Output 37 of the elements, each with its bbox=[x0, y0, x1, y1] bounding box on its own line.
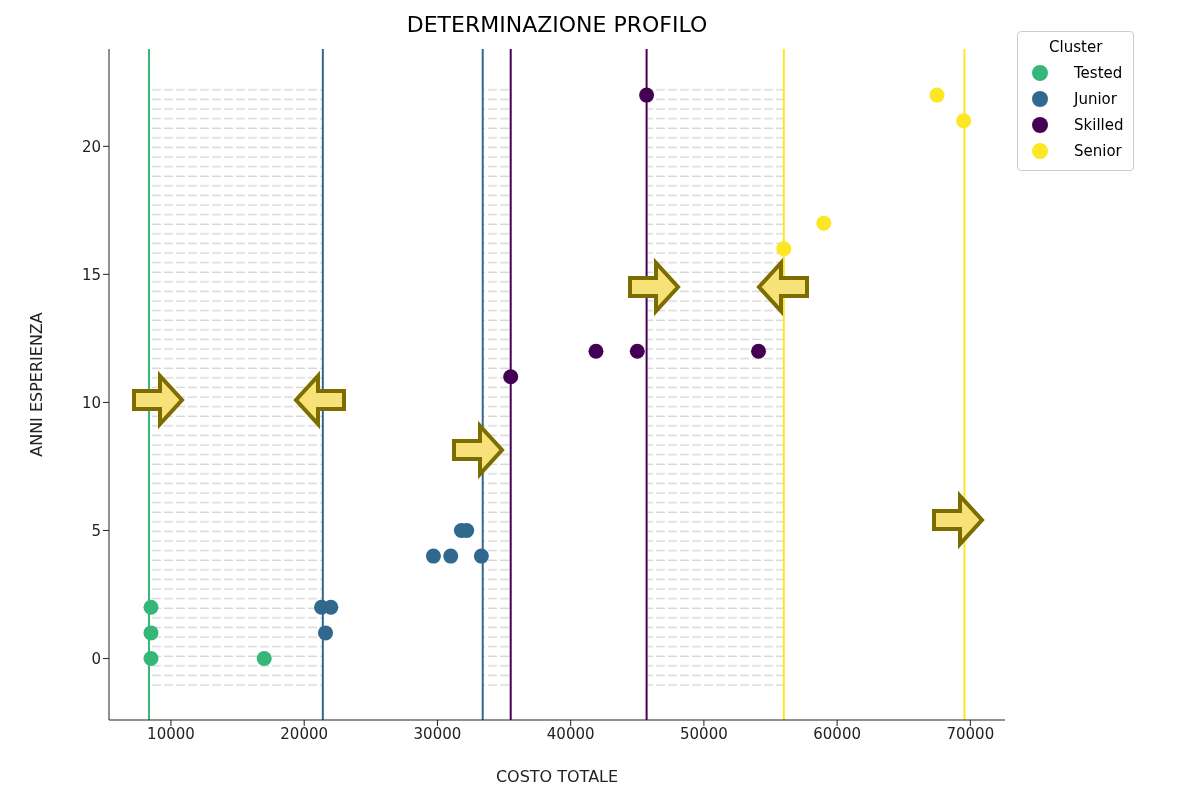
x-tick-label: 50000 bbox=[680, 724, 728, 743]
chart-title: DETERMINAZIONE PROFILO bbox=[405, 12, 709, 37]
point bbox=[425, 548, 441, 564]
x-tick-label: 40000 bbox=[546, 724, 595, 743]
legend-label: Senior bbox=[1074, 142, 1122, 160]
point bbox=[776, 241, 792, 257]
x-tick-label: 30000 bbox=[413, 724, 462, 743]
point bbox=[143, 599, 159, 615]
point bbox=[256, 651, 272, 667]
point bbox=[443, 548, 459, 564]
point bbox=[143, 651, 159, 667]
legend-label: Junior bbox=[1074, 90, 1117, 108]
point bbox=[588, 343, 604, 359]
legend-label: Skilled bbox=[1074, 116, 1124, 134]
y-tick-label: 10 bbox=[81, 393, 101, 412]
x-tick-label: 70000 bbox=[946, 724, 995, 743]
point bbox=[956, 113, 972, 129]
point bbox=[143, 625, 159, 641]
y-tick-label: 15 bbox=[81, 265, 101, 284]
y-axis-title: ANNI ESPERIENZA bbox=[26, 312, 46, 457]
legend-title: Cluster bbox=[1048, 38, 1104, 56]
x-tick-label: 60000 bbox=[813, 724, 861, 743]
point bbox=[639, 87, 655, 103]
point bbox=[503, 369, 519, 385]
y-tick-label: 5 bbox=[91, 521, 101, 540]
x-tick-label: 10000 bbox=[147, 724, 195, 743]
point bbox=[629, 343, 645, 359]
y-tick-label: 0 bbox=[91, 649, 101, 668]
point bbox=[318, 625, 334, 641]
point bbox=[473, 548, 489, 564]
point bbox=[816, 215, 832, 231]
x-axis-title: COSTO TOTALE bbox=[495, 767, 619, 786]
point bbox=[929, 87, 945, 103]
point bbox=[751, 343, 767, 359]
y-tick-label: 20 bbox=[81, 137, 101, 156]
legend-label: Tested bbox=[1074, 64, 1123, 82]
x-tick-label: 20000 bbox=[280, 724, 329, 743]
